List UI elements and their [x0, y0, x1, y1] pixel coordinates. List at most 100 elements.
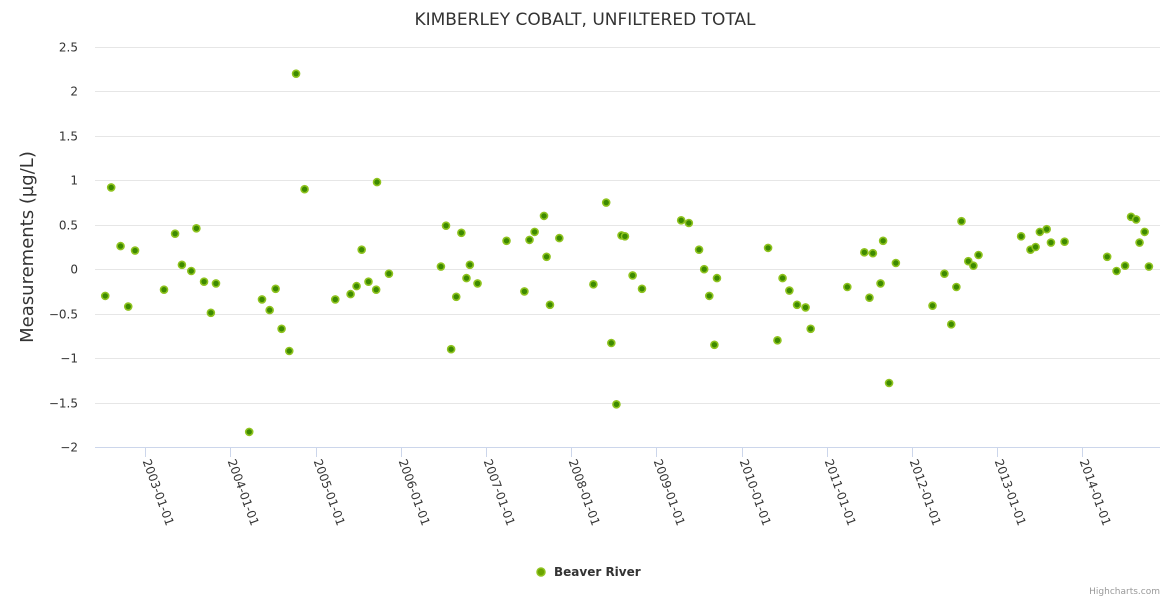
data-point[interactable]	[257, 295, 267, 304]
data-point[interactable]	[372, 177, 382, 187]
data-point[interactable]	[969, 261, 978, 270]
data-point[interactable]	[555, 233, 564, 243]
data-point[interactable]	[545, 300, 555, 310]
data-point[interactable]	[684, 218, 694, 228]
data-point[interactable]	[465, 260, 475, 270]
data-point[interactable]	[539, 211, 549, 221]
data-point[interactable]	[271, 284, 280, 294]
data-point[interactable]	[860, 248, 869, 257]
data-point[interactable]	[206, 308, 216, 318]
data-point[interactable]	[843, 282, 852, 292]
data-point[interactable]	[710, 340, 719, 350]
y-tick-label: 2.5	[59, 41, 78, 55]
data-point[interactable]	[170, 229, 180, 238]
data-point[interactable]	[612, 400, 621, 409]
data-point[interactable]	[974, 250, 983, 260]
data-point[interactable]	[1042, 224, 1051, 234]
data-point[interactable]	[1144, 262, 1154, 271]
data-point[interactable]	[542, 252, 551, 262]
data-point[interactable]	[462, 273, 471, 283]
data-point[interactable]	[520, 287, 529, 296]
data-point[interactable]	[712, 273, 722, 283]
data-point[interactable]	[1031, 242, 1040, 252]
data-point[interactable]	[792, 300, 802, 310]
data-point[interactable]	[277, 324, 286, 334]
data-point[interactable]	[1035, 227, 1045, 237]
data-point[interactable]	[1131, 215, 1141, 224]
data-point[interactable]	[785, 286, 794, 295]
data-point[interactable]	[946, 320, 956, 329]
data-point[interactable]	[601, 198, 611, 207]
data-point[interactable]	[694, 245, 704, 254]
data-point[interactable]	[801, 303, 810, 312]
data-point[interactable]	[778, 273, 787, 283]
data-point[interactable]	[865, 293, 874, 302]
data-point[interactable]	[130, 246, 140, 255]
data-point[interactable]	[244, 427, 254, 437]
data-point[interactable]	[773, 336, 782, 345]
legend-item-beaver-river[interactable]: Beaver River	[536, 565, 641, 579]
data-point[interactable]	[384, 269, 394, 278]
data-point[interactable]	[451, 292, 461, 302]
data-point[interactable]	[159, 285, 169, 294]
data-point[interactable]	[436, 262, 446, 271]
data-point[interactable]	[704, 291, 714, 301]
data-point[interactable]	[806, 324, 815, 334]
data-point[interactable]	[177, 260, 187, 270]
data-point[interactable]	[1120, 261, 1130, 270]
data-point[interactable]	[199, 277, 209, 286]
data-point[interactable]	[106, 183, 116, 192]
data-point[interactable]	[884, 378, 894, 388]
data-point[interactable]	[330, 295, 340, 304]
credits-link[interactable]: Highcharts.com	[1089, 587, 1160, 597]
data-point[interactable]	[352, 281, 361, 291]
data-point[interactable]	[1016, 232, 1026, 241]
data-point[interactable]	[441, 221, 451, 230]
data-point[interactable]	[1140, 227, 1149, 237]
data-point[interactable]	[928, 301, 937, 310]
data-point[interactable]	[699, 264, 709, 274]
data-point[interactable]	[952, 282, 961, 292]
data-point[interactable]	[357, 245, 366, 254]
data-point[interactable]	[284, 346, 294, 356]
data-point[interactable]	[100, 291, 110, 301]
data-point[interactable]	[123, 302, 133, 311]
data-point[interactable]	[620, 232, 630, 241]
data-point[interactable]	[502, 236, 511, 246]
data-point[interactable]	[300, 184, 309, 194]
data-point[interactable]	[891, 258, 901, 268]
data-point[interactable]	[940, 269, 949, 278]
data-point[interactable]	[628, 271, 637, 280]
data-point[interactable]	[525, 235, 534, 245]
chart-title: KIMBERLEY COBALT, UNFILTERED TOTAL	[414, 10, 756, 30]
data-point[interactable]	[589, 280, 598, 289]
data-point[interactable]	[346, 289, 355, 299]
data-point[interactable]	[446, 344, 456, 354]
data-point[interactable]	[763, 243, 773, 253]
series-beaver-river[interactable]	[100, 69, 1154, 437]
data-point[interactable]	[371, 285, 381, 294]
data-point[interactable]	[1060, 237, 1069, 246]
data-point[interactable]	[957, 216, 966, 226]
data-point[interactable]	[876, 279, 885, 288]
data-point[interactable]	[607, 338, 616, 348]
data-point[interactable]	[457, 228, 466, 238]
data-point[interactable]	[116, 241, 125, 251]
data-point[interactable]	[364, 277, 373, 286]
data-point[interactable]	[211, 279, 221, 288]
data-point[interactable]	[868, 248, 878, 258]
data-point[interactable]	[1112, 266, 1121, 276]
data-point[interactable]	[1046, 238, 1056, 247]
data-point[interactable]	[473, 279, 482, 288]
data-point[interactable]	[637, 284, 647, 294]
data-point[interactable]	[186, 266, 196, 276]
data-point[interactable]	[1135, 238, 1144, 247]
data-point[interactable]	[878, 236, 888, 246]
data-point[interactable]	[530, 227, 539, 237]
data-point[interactable]	[192, 224, 201, 233]
data-point[interactable]	[265, 305, 274, 315]
data-point[interactable]	[963, 256, 973, 266]
data-point[interactable]	[1102, 252, 1112, 262]
data-point[interactable]	[291, 69, 301, 78]
data-point[interactable]	[676, 216, 686, 225]
